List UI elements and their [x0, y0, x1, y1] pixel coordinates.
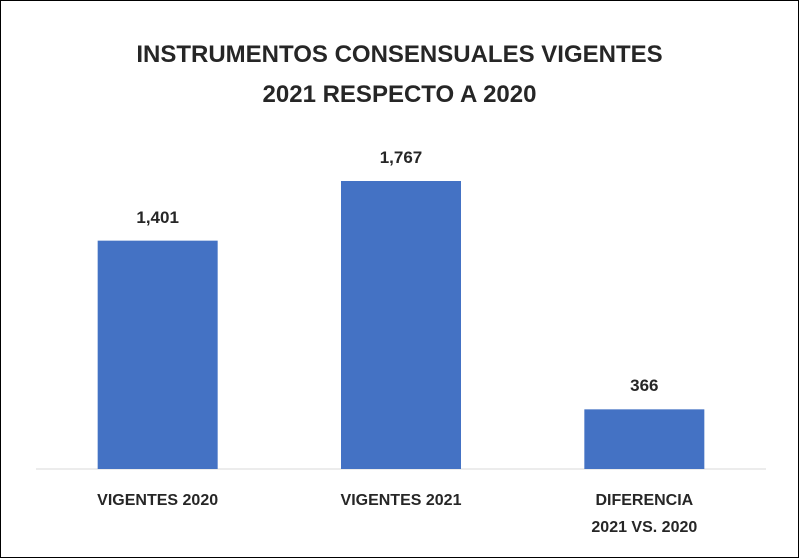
chart-title: INSTRUMENTOS CONSENSUALES VIGENTES 2021 … [136, 41, 663, 108]
x-tick-label: VIGENTES 2021 [340, 492, 462, 509]
data-label: 366 [630, 376, 659, 396]
bar [584, 409, 705, 469]
bar [341, 181, 461, 469]
x-tick-label: DIFERENCIA 2021 VS. 2020 [591, 492, 698, 536]
data-label: 1,401 [136, 207, 179, 227]
data-label: 1,767 [379, 148, 423, 167]
x-tick-label: VIGENTES 2020 [97, 492, 219, 509]
bar [97, 240, 218, 469]
